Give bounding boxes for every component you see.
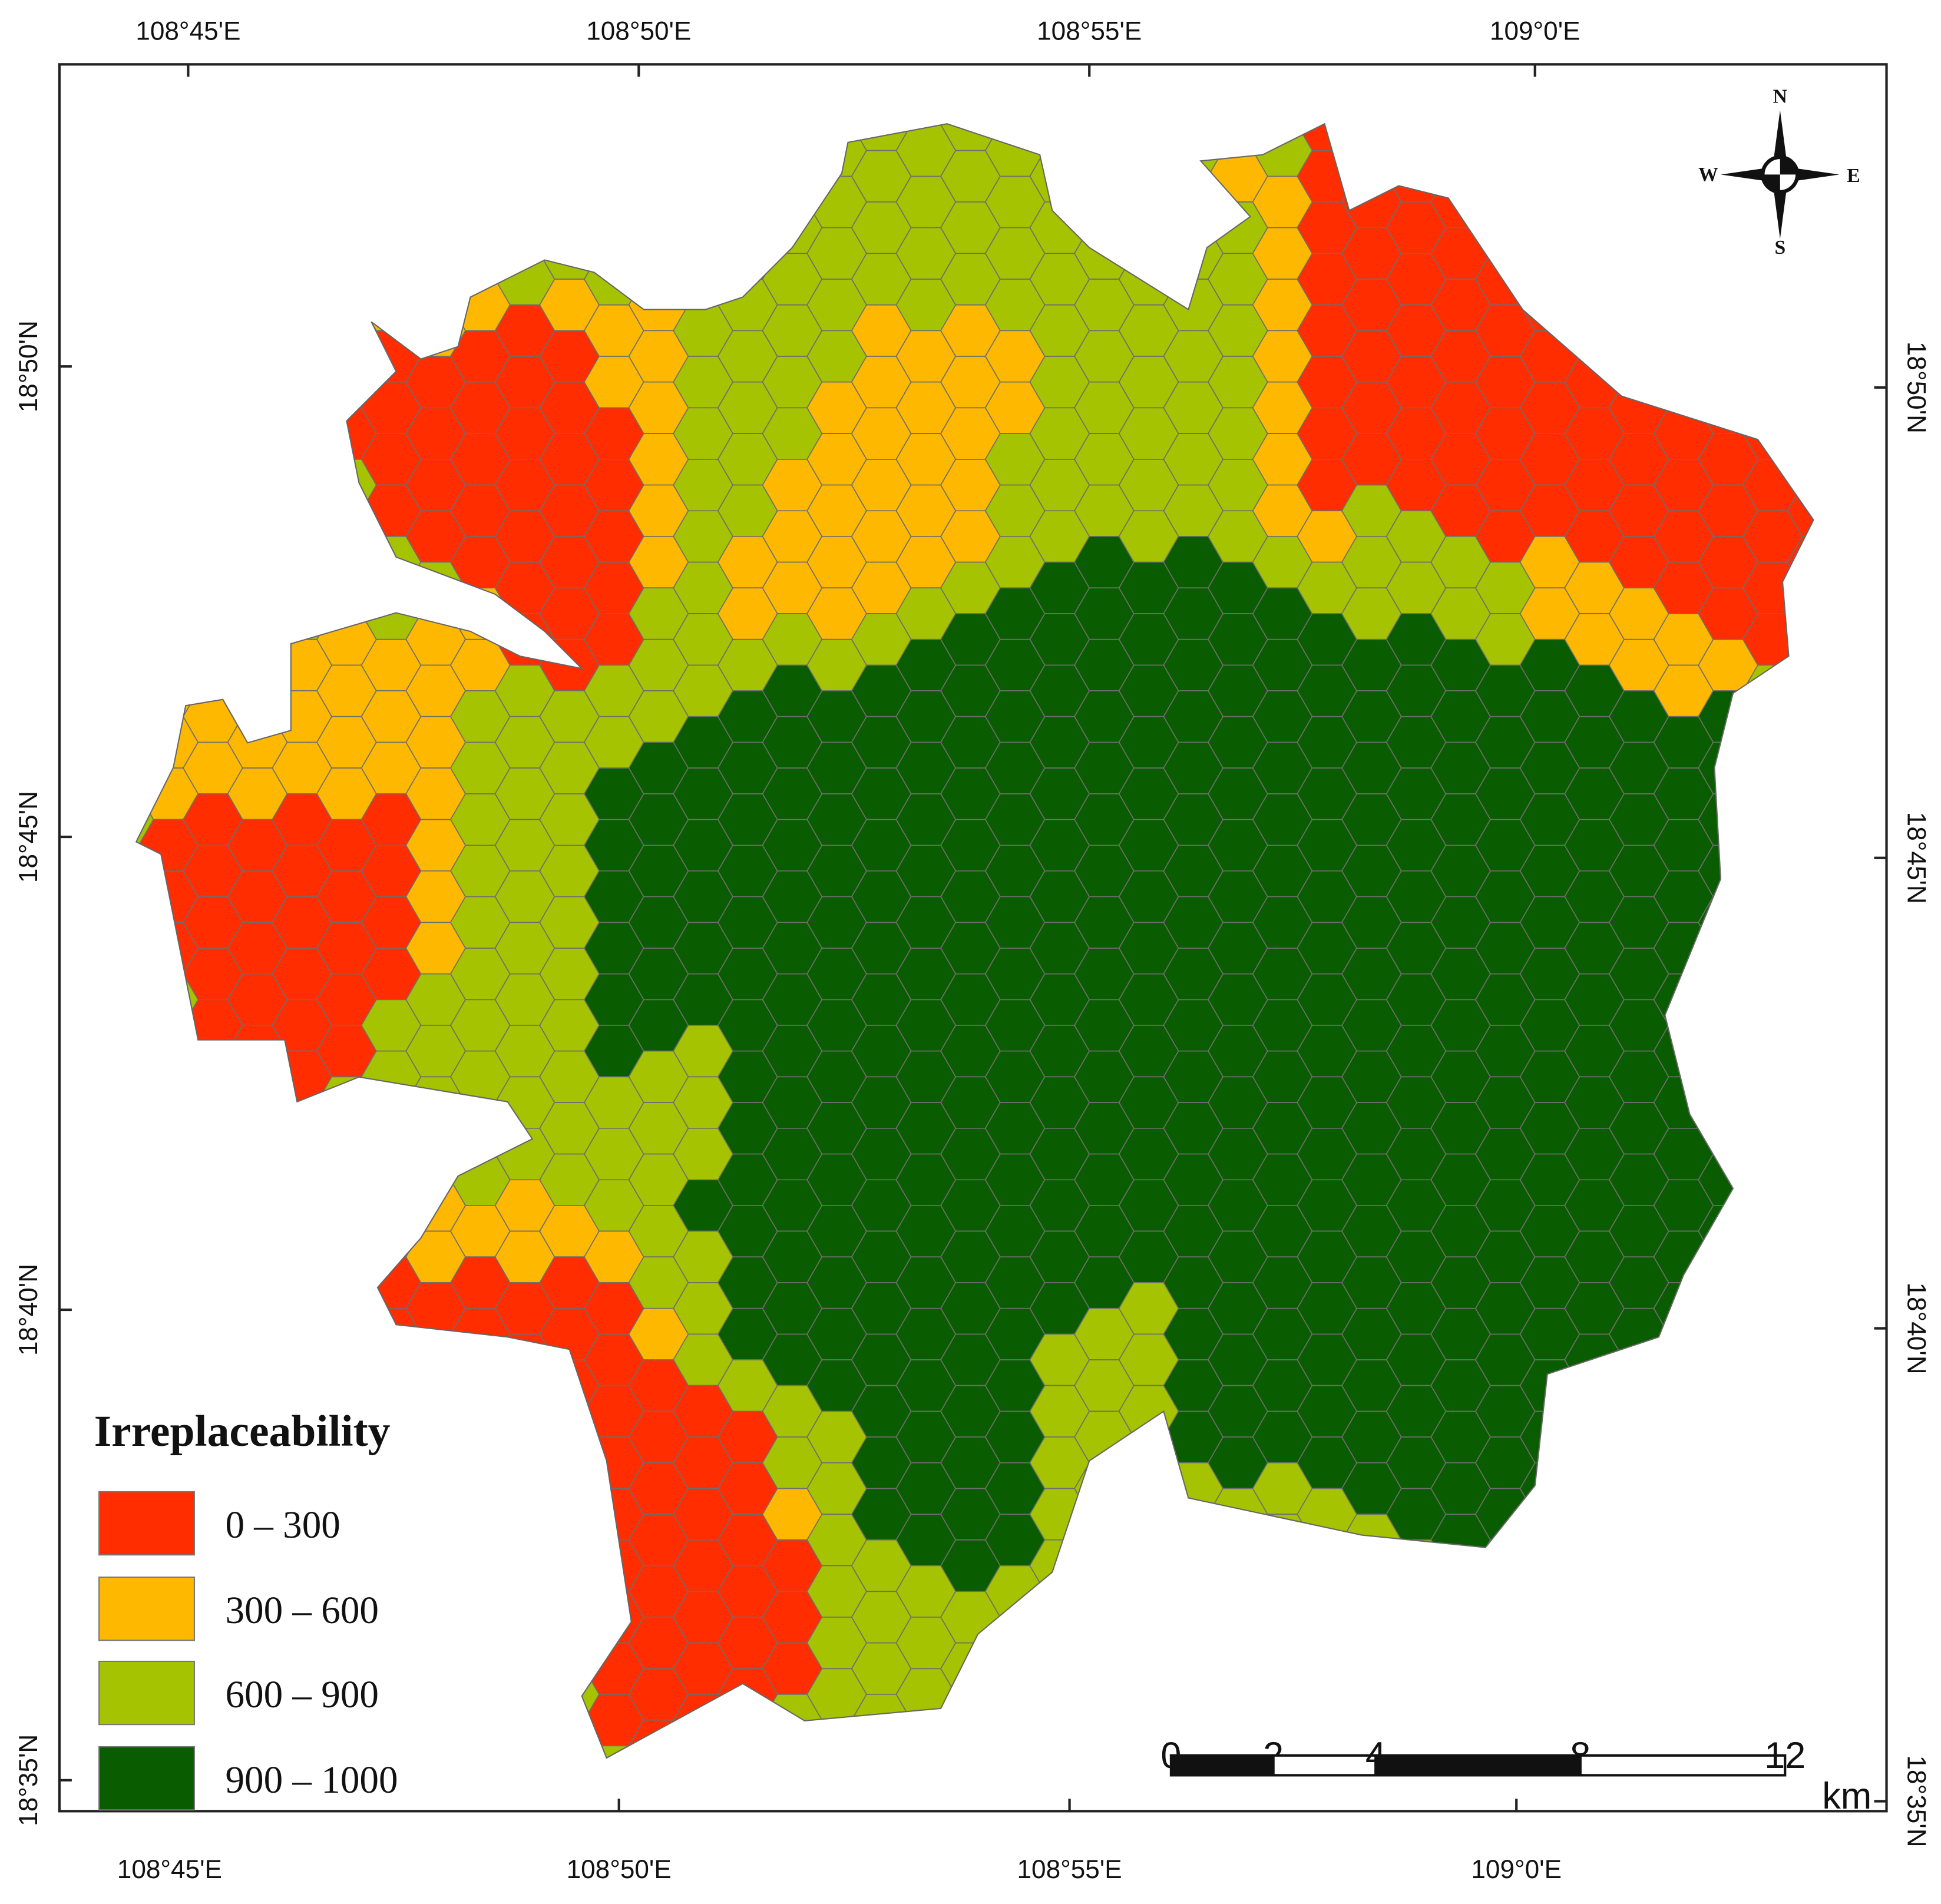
scale-segment xyxy=(1272,1754,1377,1777)
hex-cell xyxy=(1921,1643,1941,1694)
top-lon-label: 108°50'E xyxy=(586,16,691,45)
hex-cell xyxy=(1921,922,1941,973)
hex-cell xyxy=(1921,202,1941,253)
scale-segment xyxy=(1169,1754,1275,1777)
right-lat-label: 18°45'N xyxy=(1902,812,1930,904)
hex-cell xyxy=(1921,614,1941,665)
compass-w: W xyxy=(1698,164,1718,186)
map-outline xyxy=(135,122,1814,1759)
compass-n: N xyxy=(1773,85,1787,107)
bottom-lon-label: 108°45'E xyxy=(117,1855,222,1884)
legend-label: 0 – 300 xyxy=(225,1504,340,1547)
hex-cell xyxy=(1921,1180,1941,1231)
right-lat-label: 18°40'N xyxy=(1902,1282,1930,1374)
legend-swatch xyxy=(98,1491,195,1556)
hex-cell xyxy=(1921,99,1941,150)
hex-cell xyxy=(1921,1231,1941,1283)
scale-tick-label: 12 xyxy=(1764,1735,1806,1776)
left-lat-label: 18°45'N xyxy=(14,791,43,883)
compass-s: S xyxy=(1774,237,1785,259)
hex-cell xyxy=(1921,459,1941,511)
labels: 108°45'E 108°50'E 108°55'E 109°0'E 108°45'E 1… xyxy=(14,16,1930,1884)
compass-e: E xyxy=(1847,165,1860,187)
hex-cell xyxy=(1921,562,1941,614)
legend-label: 600 – 900 xyxy=(225,1674,379,1716)
legend-label: 900 – 1000 xyxy=(225,1759,398,1802)
hex-cell xyxy=(1921,1437,1941,1488)
hex-cell xyxy=(1921,253,1941,304)
hex-cell xyxy=(1921,665,1941,716)
legend-swatch xyxy=(98,1576,195,1641)
hex-cell xyxy=(1921,511,1941,562)
legend-swatch xyxy=(98,1746,195,1811)
legend-swatch xyxy=(98,1660,195,1726)
compass-rose: N S E W xyxy=(1698,85,1860,258)
hex-cell xyxy=(1921,717,1941,768)
top-lon-label: 108°55'E xyxy=(1037,16,1142,45)
hex-cell xyxy=(1921,974,1941,1025)
hex-cell xyxy=(1921,1077,1941,1128)
bottom-lon-label: 108°50'E xyxy=(567,1855,672,1884)
hex-cell xyxy=(1921,1591,1941,1643)
legend-title: Irreplaceability xyxy=(94,1407,391,1456)
hex-cell xyxy=(1921,1386,1941,1437)
bottom-lon-label: 109°0'E xyxy=(1471,1855,1562,1884)
right-lat-label: 18°35'N xyxy=(1902,1755,1930,1847)
hex-cell xyxy=(1921,151,1941,202)
scale-segment xyxy=(1374,1754,1582,1777)
bottom-lon-label: 108°55'E xyxy=(1017,1855,1122,1884)
scale-unit: km xyxy=(1822,1776,1871,1817)
hex-cell xyxy=(1921,1540,1941,1591)
hex-cell xyxy=(1921,1128,1941,1180)
left-lat-label: 18°35'N xyxy=(14,1734,43,1826)
scale-segment xyxy=(1579,1754,1787,1777)
left-lat-label: 18°50'N xyxy=(14,320,43,412)
right-lat-label: 18°50'N xyxy=(1902,342,1930,433)
legend-label: 300 – 600 xyxy=(225,1590,379,1632)
top-lon-label: 108°45'E xyxy=(135,16,240,45)
top-lon-label: 109°0'E xyxy=(1490,16,1580,45)
left-lat-label: 18°40'N xyxy=(14,1264,43,1356)
hex-cell xyxy=(1921,1025,1941,1077)
hex-cell xyxy=(1921,1489,1941,1540)
hex-cell xyxy=(1921,1694,1941,1746)
